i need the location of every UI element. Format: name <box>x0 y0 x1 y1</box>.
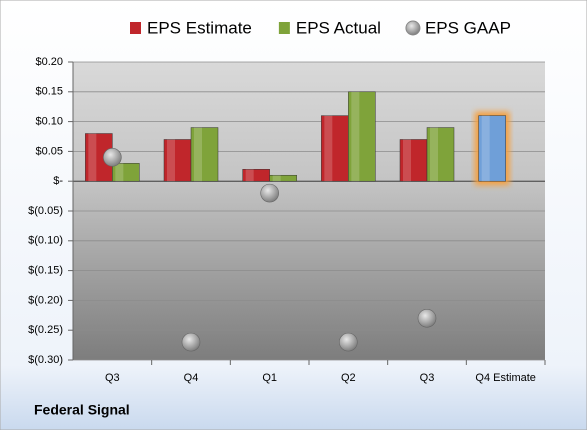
bar-shine <box>403 139 411 182</box>
y-tick-label: $0.15 <box>35 86 63 98</box>
legend-label: EPS Estimate <box>147 18 252 37</box>
y-tick-label: $- <box>53 175 63 187</box>
bar-shine <box>194 127 202 182</box>
x-tick-label: Q1 <box>262 372 277 384</box>
bar-shine <box>88 133 97 182</box>
y-tick-label: $0.10 <box>35 116 63 128</box>
legend-swatch <box>405 20 421 36</box>
bar <box>112 163 140 182</box>
x-tick-label: Q3 <box>420 372 435 384</box>
bar <box>399 139 428 182</box>
y-tick-label: $(0.05) <box>28 205 63 217</box>
bar <box>269 174 297 182</box>
chart-title: Federal Signal <box>34 402 130 418</box>
y-tick-label: $0.05 <box>35 145 63 157</box>
bar-shine <box>115 163 124 182</box>
gaap-point <box>103 148 122 167</box>
bar-shine <box>272 175 281 182</box>
bar <box>348 91 376 182</box>
x-tick-label: Q4 <box>184 372 199 384</box>
bar-shine <box>167 139 175 182</box>
bar <box>321 115 349 182</box>
y-tick-label: $0.20 <box>35 56 63 68</box>
y-tick-label: $(0.15) <box>28 265 63 277</box>
bar <box>163 139 192 182</box>
legend-label: EPS Actual <box>296 18 381 37</box>
y-tick-label: $(0.10) <box>28 235 63 247</box>
x-tick-label: Q4 Estimate <box>475 372 536 384</box>
gaap-point <box>181 332 201 352</box>
bar-shine <box>245 169 254 182</box>
bar <box>190 127 219 182</box>
y-tick-label: $(0.20) <box>28 294 63 306</box>
gaap-point <box>417 308 437 328</box>
gaap-point <box>339 332 358 352</box>
bar-shine <box>481 115 490 182</box>
bar <box>478 115 506 182</box>
bar-shine <box>430 127 438 182</box>
y-tick-label: $(0.30) <box>28 354 63 366</box>
x-tick-label: Q3 <box>105 372 120 384</box>
y-tick-label: $(0.25) <box>28 324 63 336</box>
legend-label: EPS GAAP <box>425 18 511 37</box>
bar-shine <box>324 115 333 182</box>
bar-shine <box>351 91 360 182</box>
bar <box>426 127 455 182</box>
gaap-point <box>260 183 279 203</box>
legend-swatch <box>278 22 290 34</box>
x-tick-label: Q2 <box>341 372 356 384</box>
legend-swatch <box>130 22 141 34</box>
